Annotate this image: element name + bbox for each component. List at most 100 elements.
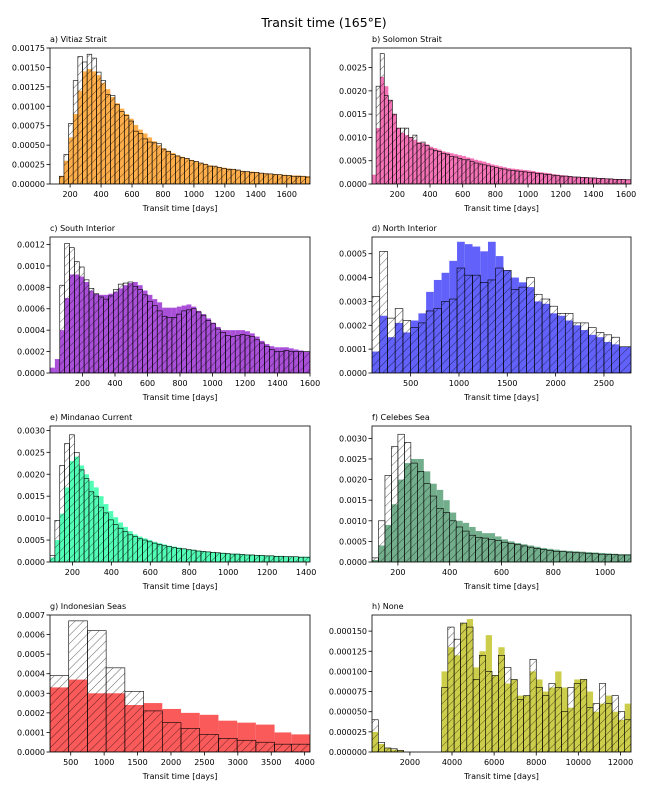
- hatched-bar: [98, 296, 104, 373]
- histogram-panel: 200 400 600 800 1000 0.0000 0.0005 0.0010 0.0015…: [339, 413, 632, 591]
- hatched-bar: [254, 339, 260, 373]
- x-tick-label: 1600: [277, 190, 297, 199]
- hatched-bar: [616, 179, 622, 184]
- hatched-bar: [433, 308, 442, 373]
- hatched-bar: [58, 175, 65, 184]
- y-tick-label: 0.00075: [12, 122, 45, 131]
- x-tick-label: 800: [155, 190, 170, 199]
- hatched-bar: [128, 120, 134, 184]
- panel-title: d) North Interior: [372, 224, 438, 233]
- hatched-bar: [117, 283, 124, 373]
- hatched-bar: [156, 310, 163, 373]
- hatched-bar: [412, 134, 418, 184]
- hatched-bar: [559, 551, 567, 562]
- x-tick-label: 2500: [594, 379, 614, 388]
- hatched-bar: [600, 178, 606, 184]
- y-tick-label: 0.0000: [17, 748, 45, 757]
- hatched-bar: [378, 520, 386, 562]
- hatched-bar: [176, 548, 182, 562]
- hatched-bar: [561, 711, 569, 752]
- hatched-bar: [191, 308, 197, 373]
- hatched-bar: [142, 138, 148, 184]
- hatched-bar: [542, 695, 550, 752]
- y-tick-label: 0.0025: [339, 455, 367, 464]
- hatched-bar: [588, 327, 597, 373]
- hatched-bar: [488, 539, 496, 562]
- x-tick-label: 1400: [267, 379, 287, 388]
- y-tick-label: 0.0005: [17, 650, 45, 659]
- hatched-bar: [372, 557, 379, 562]
- hatched-bar: [619, 346, 631, 373]
- hatched-bar: [218, 737, 238, 752]
- hatched-bar: [379, 251, 388, 373]
- x-tick-label: 1500: [497, 379, 517, 388]
- filled-bar: [54, 359, 60, 373]
- hatched-bar: [611, 554, 619, 562]
- hatched-bar: [572, 552, 580, 562]
- y-tick-label: 0.0010: [339, 517, 367, 526]
- hatched-bar: [114, 104, 120, 184]
- hatched-bar: [617, 554, 625, 562]
- hatched-bar: [408, 137, 414, 184]
- hatched-bar: [531, 172, 536, 184]
- hatched-bar: [372, 719, 379, 752]
- hatched-bar: [501, 541, 509, 562]
- hatched-bar: [161, 315, 168, 373]
- hatched-bar: [119, 111, 125, 184]
- figure-title: Transit time (165°E): [260, 15, 386, 30]
- y-tick-label: 0.0020: [339, 476, 367, 485]
- hatched-bar: [122, 282, 129, 373]
- hatched-bar: [305, 176, 310, 184]
- hatched-bar: [193, 161, 199, 184]
- hatched-series: [59, 243, 310, 373]
- y-tick-label: 0.0030: [17, 426, 45, 435]
- hatched-bar: [523, 695, 531, 752]
- x-axis-label: Transit time [days]: [463, 772, 539, 781]
- hatched-bar: [510, 289, 520, 373]
- hatched-bar: [255, 741, 275, 752]
- hatched-bar: [384, 747, 392, 752]
- hatched-bar: [447, 626, 455, 752]
- hatched-bar: [611, 336, 620, 373]
- hatched-bar: [82, 61, 88, 184]
- hatched-bar: [604, 554, 612, 562]
- hatched-bar: [78, 469, 85, 562]
- hatched-bar: [278, 555, 285, 562]
- hatched-bar: [142, 539, 148, 562]
- hatched-bar: [161, 545, 168, 562]
- y-tick-label: 0.0007: [17, 611, 45, 620]
- hatched-bar: [479, 654, 487, 752]
- panel-title: e) Mindanao Current: [50, 413, 132, 422]
- hatched-bar: [226, 168, 232, 184]
- x-tick-label: 8000: [526, 758, 546, 767]
- hatched-bar: [592, 177, 597, 184]
- hatched-bar: [54, 520, 61, 562]
- hatched-bar: [91, 57, 97, 184]
- histogram-panel: 200 400 600 800 1000 1200 1400 1600 0.0000 0.0005…: [339, 35, 636, 213]
- hatched-bar: [161, 722, 182, 752]
- y-tick-label: 0.0020: [17, 470, 45, 479]
- hatched-bar: [220, 552, 226, 562]
- x-tick-label: 800: [182, 568, 197, 577]
- x-tick-label: 400: [104, 568, 119, 577]
- hatched-bar: [147, 300, 153, 373]
- hatched-bar: [392, 113, 397, 184]
- x-tick-label: 3500: [261, 758, 281, 767]
- y-tick-label: 0.00175: [12, 44, 45, 53]
- hatched-bar: [575, 176, 581, 184]
- hatched-bar: [390, 748, 398, 752]
- hatched-bar: [253, 172, 260, 184]
- hatched-bar: [195, 311, 202, 373]
- hatched-bar: [50, 675, 70, 752]
- hatched-bar: [394, 308, 404, 373]
- hatched-bar: [416, 143, 422, 184]
- hatched-bar: [540, 549, 548, 562]
- hatched-bar: [624, 554, 631, 562]
- hatched-bar: [624, 179, 631, 184]
- x-tick-label: 600: [143, 568, 158, 577]
- hatched-bar: [503, 270, 512, 373]
- y-tick-label: 0.000150: [329, 627, 367, 636]
- y-tick-label: 0.0001: [17, 728, 45, 737]
- x-tick-label: 1000: [184, 190, 204, 199]
- hatched-bar: [286, 175, 292, 184]
